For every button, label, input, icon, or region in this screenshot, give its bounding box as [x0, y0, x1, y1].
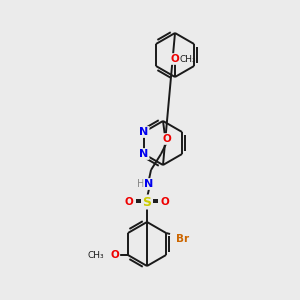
Text: O: O [111, 250, 119, 260]
Text: N: N [139, 127, 148, 137]
Text: Br: Br [176, 234, 190, 244]
Text: CH₃: CH₃ [87, 250, 104, 260]
Text: O: O [124, 197, 134, 207]
Text: N: N [139, 149, 148, 159]
Text: H: H [137, 179, 145, 189]
Text: N: N [144, 179, 154, 189]
Text: O: O [171, 54, 179, 64]
Text: O: O [160, 197, 169, 207]
Text: S: S [142, 196, 152, 208]
Text: O: O [163, 134, 171, 144]
Text: CH₃: CH₃ [179, 55, 196, 64]
